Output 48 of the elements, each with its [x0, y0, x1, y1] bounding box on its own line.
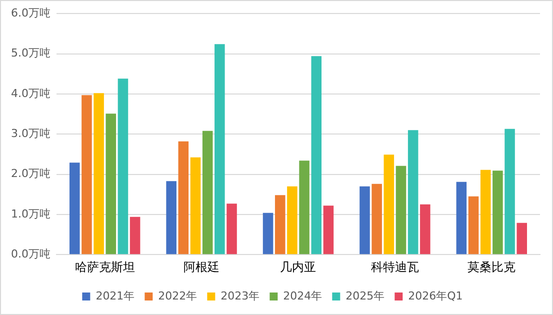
- bar: [492, 170, 503, 254]
- bar: [94, 93, 104, 254]
- x-tick-label: 阿根廷: [184, 260, 220, 274]
- bar: [408, 130, 418, 254]
- x-tick-label: 莫桑比克: [468, 260, 516, 274]
- bar: [396, 166, 406, 254]
- bar: [384, 154, 394, 254]
- y-tick-label: 3.0万吨: [10, 126, 50, 140]
- bar: [516, 222, 528, 254]
- bar: [480, 170, 491, 254]
- y-tick-label: 4.0万吨: [10, 86, 50, 100]
- legend-label: 2025年: [346, 289, 385, 302]
- bar: [178, 141, 189, 254]
- y-tick-label: 0.0万吨: [10, 247, 50, 260]
- bar: [372, 184, 382, 254]
- bar: [226, 204, 237, 254]
- y-tick-label: 5.0万吨: [10, 46, 50, 60]
- legend-label: 2024年: [283, 289, 322, 302]
- y-tick-label: 6.0万吨: [10, 6, 50, 20]
- bar: [420, 204, 430, 254]
- bar: [274, 195, 286, 254]
- bar: [106, 114, 116, 254]
- bar: [190, 157, 201, 254]
- y-tick-label: 2.0万吨: [10, 167, 50, 180]
- bar: [262, 212, 274, 254]
- bar: [118, 78, 128, 254]
- legend-label: 2026年Q1: [408, 289, 463, 302]
- bar: [82, 95, 92, 254]
- legend-label: 2022年: [158, 289, 198, 302]
- y-tick-label: 1.0万吨: [10, 207, 50, 220]
- bar: [299, 160, 310, 254]
- x-tick-label: 科特迪瓦: [370, 260, 419, 274]
- bar: [166, 181, 176, 254]
- bar: [287, 186, 298, 254]
- bar: [360, 186, 370, 254]
- bar: [69, 162, 80, 254]
- legend-label: 2021年: [96, 289, 135, 302]
- bar: [323, 206, 334, 254]
- bar: [130, 216, 140, 254]
- bar: [202, 130, 213, 254]
- legend-label: 2023年: [220, 289, 260, 302]
- bar: [468, 196, 479, 254]
- bar: [214, 44, 225, 254]
- x-tick-label: 几内亚: [280, 260, 316, 274]
- bar: [311, 56, 322, 254]
- bar: [456, 182, 467, 254]
- x-tick-label: 哈萨克斯坦: [74, 260, 135, 274]
- bar: [504, 128, 515, 254]
